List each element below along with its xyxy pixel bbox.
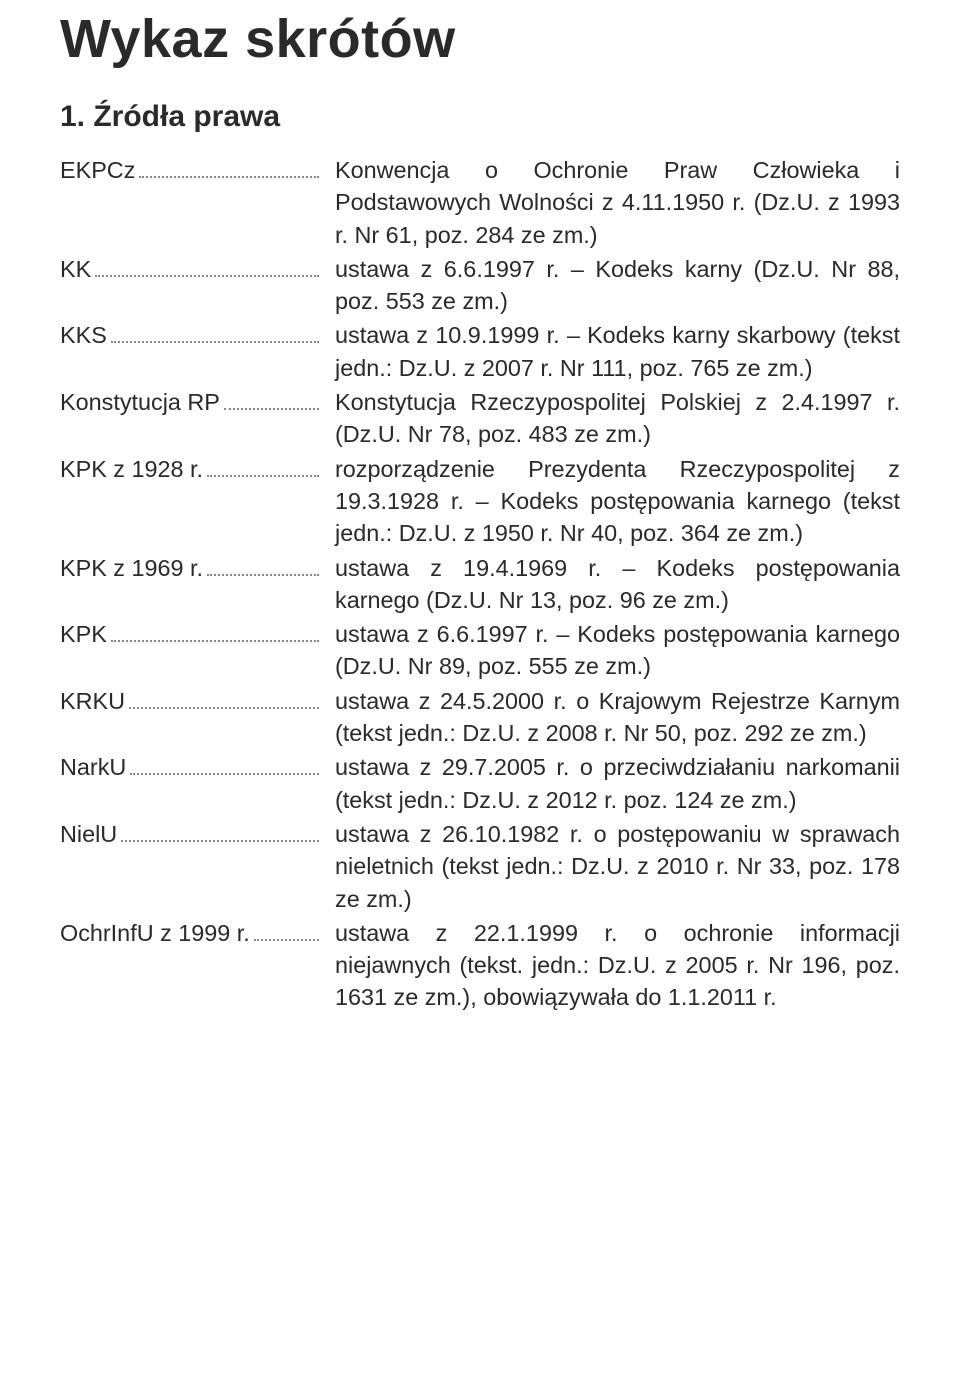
abbr-text: EKPCz xyxy=(60,154,135,186)
abbreviation-entry: Konstytucja RP Konstytucja Rzeczypospolit… xyxy=(60,386,900,451)
abbr-cell: KPK z 1969 r. xyxy=(60,552,335,584)
abbreviation-entry: KRKU ustawa z 24.5.2000 r. o Krajowym Rej… xyxy=(60,685,900,750)
abbreviation-entry: KPK z 1928 r. rozporządzenie Prezydenta R… xyxy=(60,453,900,550)
page-title: Wykaz skrótów xyxy=(60,8,900,70)
abbr-text: Konstytucja RP xyxy=(60,386,220,418)
leader-dots xyxy=(254,918,319,941)
abbreviation-entry: EKPCz Konwencja o Ochronie Praw Człowieka… xyxy=(60,154,900,251)
definition-text: ustawa z 19.4.1969 r. – Kodeks postępowa… xyxy=(335,552,900,617)
abbreviation-entry: OchrInfU z 1999 r. ustawa z 22.1.1999 r. … xyxy=(60,917,900,1014)
abbr-text: KK xyxy=(60,253,91,285)
abbr-text: NarkU xyxy=(60,751,126,783)
leader-dots xyxy=(129,686,319,709)
leader-dots xyxy=(207,454,319,477)
definition-text: rozporządzenie Prezydenta Rzeczypospolit… xyxy=(335,453,900,550)
leader-dots xyxy=(207,553,319,576)
abbr-cell: Konstytucja RP xyxy=(60,386,335,418)
definition-text: Konwencja o Ochronie Praw Człowieka i Po… xyxy=(335,154,900,251)
definition-text: ustawa z 26.10.1982 r. o postępowaniu w … xyxy=(335,818,900,915)
leader-dots xyxy=(130,752,319,775)
abbr-text: NielU xyxy=(60,818,117,850)
abbr-text: KPK z 1928 r. xyxy=(60,453,203,485)
abbr-text: KPK z 1969 r. xyxy=(60,552,203,584)
leader-dots xyxy=(121,819,319,842)
abbreviation-entry: KPK ustawa z 6.6.1997 r. – Kodeks postępo… xyxy=(60,618,900,683)
abbreviation-entry: NielU ustawa z 26.10.1982 r. o postępowan… xyxy=(60,818,900,915)
abbr-text: OchrInfU z 1999 r. xyxy=(60,917,250,949)
definition-text: ustawa z 6.6.1997 r. – Kodeks karny (Dz.… xyxy=(335,253,900,318)
abbr-text: KRKU xyxy=(60,685,125,717)
leader-dots xyxy=(111,320,319,343)
definition-text: ustawa z 22.1.1999 r. o ochronie informa… xyxy=(335,917,900,1014)
abbr-cell: KRKU xyxy=(60,685,335,717)
abbreviation-entry: NarkU ustawa z 29.7.2005 r. o przeciwdzia… xyxy=(60,751,900,816)
leader-dots xyxy=(139,155,319,178)
abbreviation-list: EKPCz Konwencja o Ochronie Praw Człowieka… xyxy=(60,154,900,1014)
abbr-cell: OchrInfU z 1999 r. xyxy=(60,917,335,949)
abbr-cell: KPK z 1928 r. xyxy=(60,453,335,485)
definition-text: ustawa z 6.6.1997 r. – Kodeks postępowan… xyxy=(335,618,900,683)
abbr-text: KPK xyxy=(60,618,107,650)
leader-dots xyxy=(111,619,319,642)
abbr-cell: NielU xyxy=(60,818,335,850)
abbr-cell: KKS xyxy=(60,319,335,351)
definition-text: ustawa z 24.5.2000 r. o Krajowym Rejestr… xyxy=(335,685,900,750)
abbreviation-entry: KKS ustawa z 10.9.1999 r. – Kodeks karny … xyxy=(60,319,900,384)
leader-dots xyxy=(224,387,319,410)
definition-text: ustawa z 10.9.1999 r. – Kodeks karny ska… xyxy=(335,319,900,384)
abbreviation-entry: KPK z 1969 r. ustawa z 19.4.1969 r. – Kod… xyxy=(60,552,900,617)
leader-dots xyxy=(95,254,319,277)
abbreviation-entry: KK ustawa z 6.6.1997 r. – Kodeks karny (D… xyxy=(60,253,900,318)
abbr-cell: NarkU xyxy=(60,751,335,783)
definition-text: ustawa z 29.7.2005 r. o przeciwdziałaniu… xyxy=(335,751,900,816)
abbr-cell: KK xyxy=(60,253,335,285)
definition-text: Konstytucja Rzeczypospolitej Polskiej z … xyxy=(335,386,900,451)
abbr-cell: EKPCz xyxy=(60,154,335,186)
section-heading: 1. Źródła prawa xyxy=(60,100,900,134)
abbr-text: KKS xyxy=(60,319,107,351)
abbr-cell: KPK xyxy=(60,618,335,650)
